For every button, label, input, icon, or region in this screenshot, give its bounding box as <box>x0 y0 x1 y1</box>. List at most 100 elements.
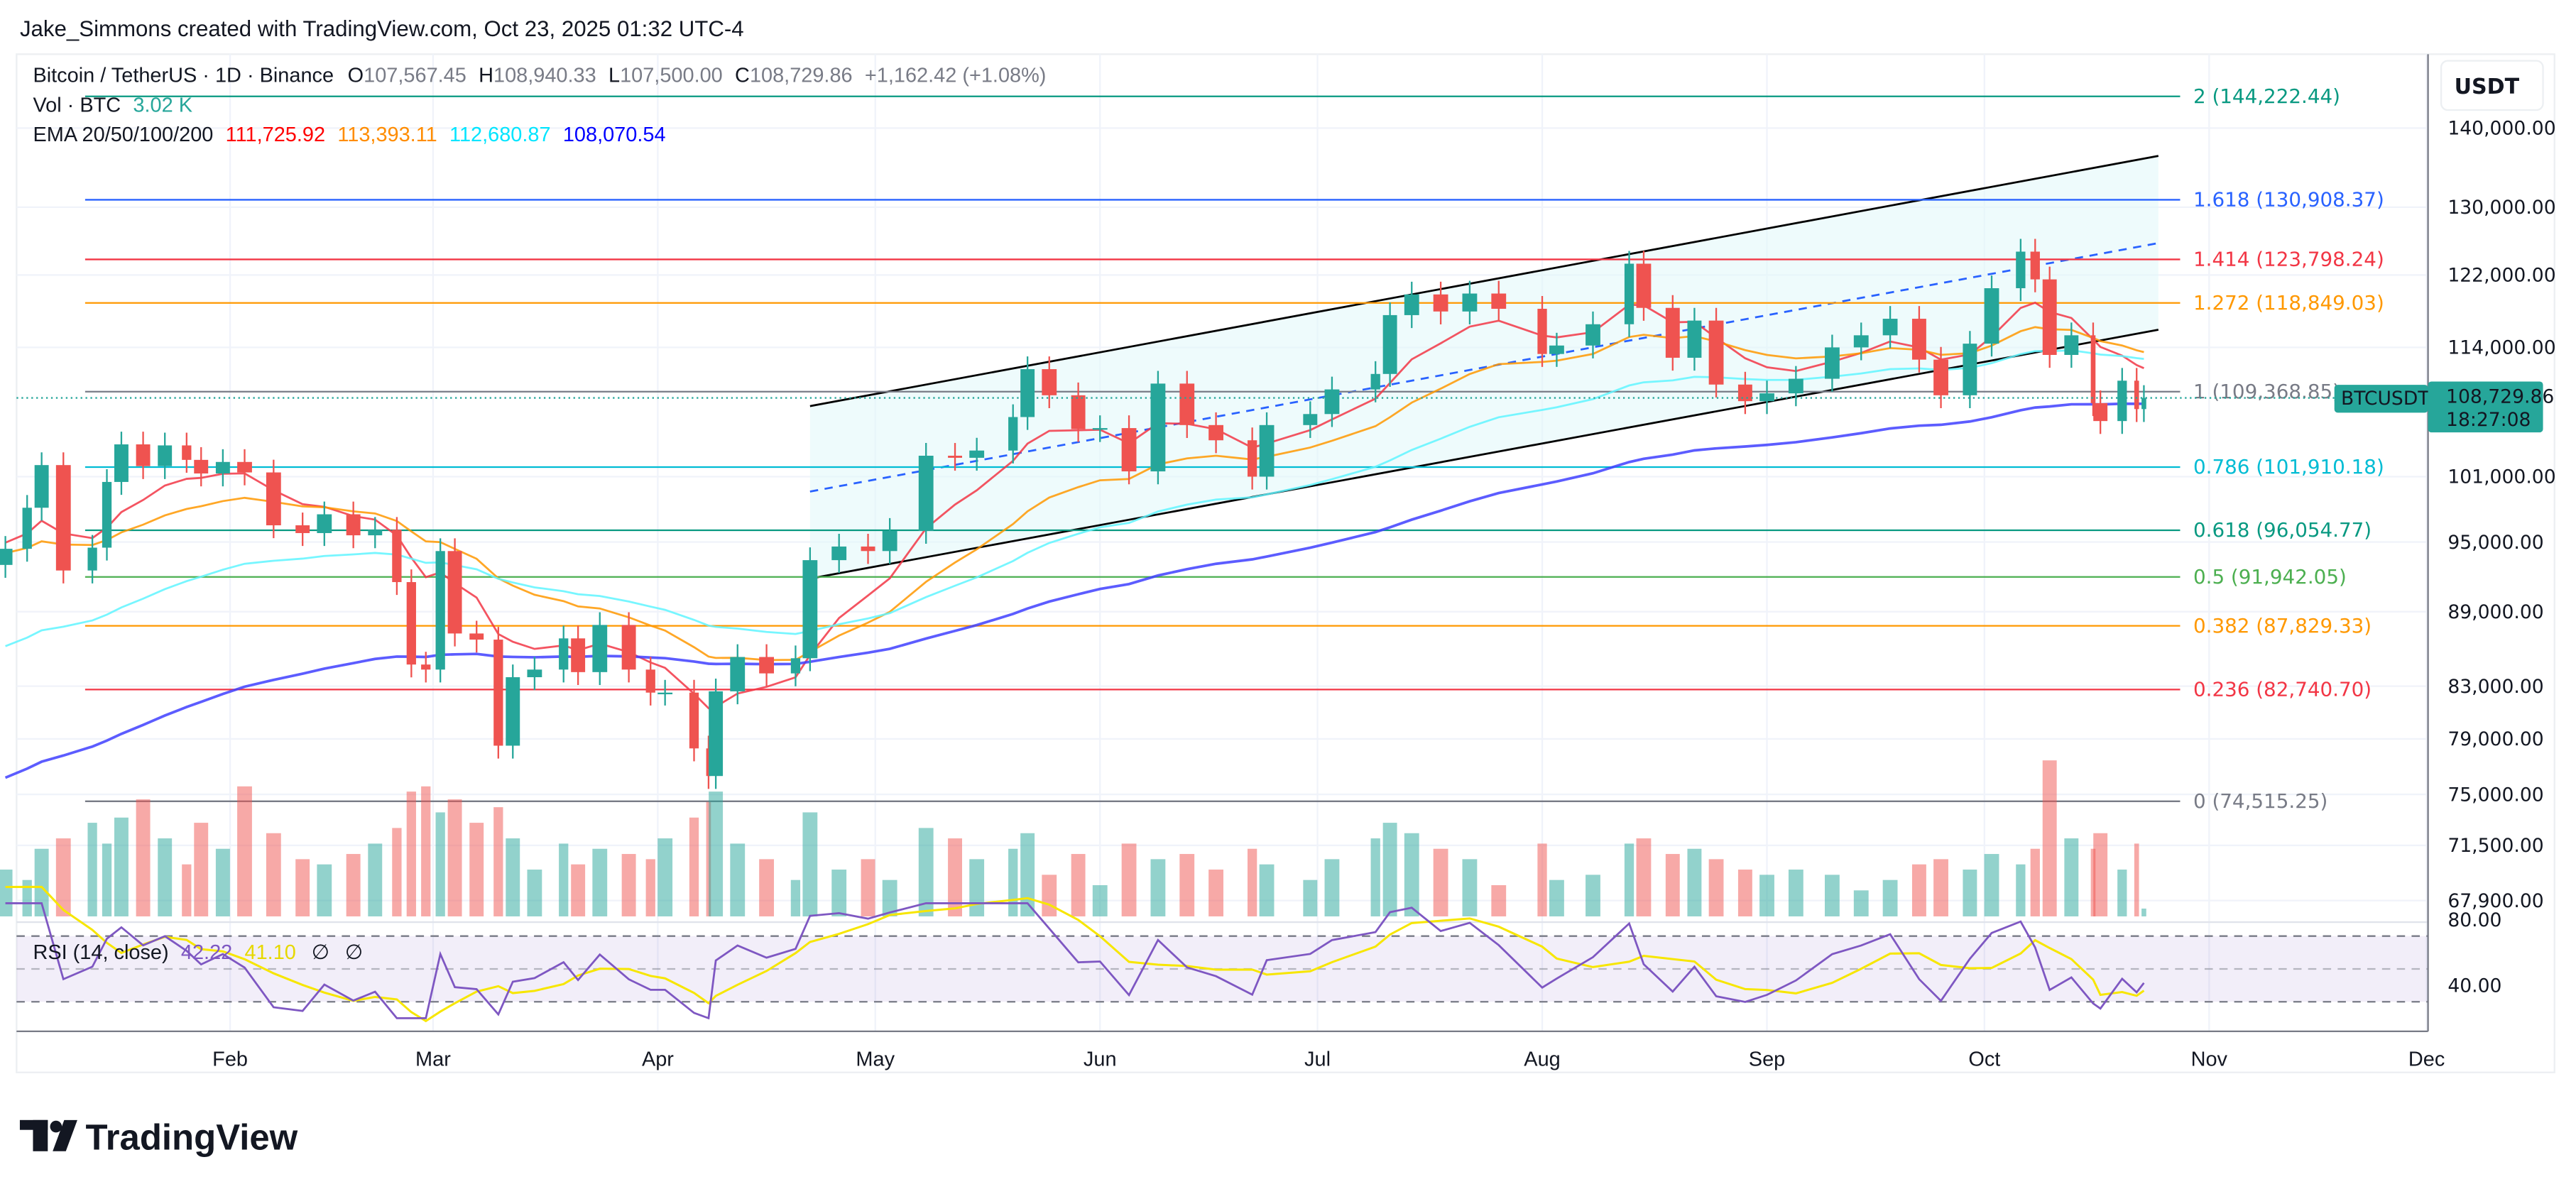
currency-button[interactable] <box>2440 60 2544 111</box>
volume-bar <box>1708 859 1724 916</box>
price-axis[interactable]: 140,000.00 130,000.00 122,000.00 114,000.00… <box>2447 118 2555 997</box>
fib-level-label: 0.382 (87,829.33) <box>2193 614 2372 637</box>
fib-level-label: 0.786 (101,910.18) <box>2193 455 2384 478</box>
volume-bar <box>1882 880 1898 916</box>
candle-body <box>1963 344 1977 395</box>
candle-body <box>2064 335 2079 355</box>
candle-body <box>1382 314 1397 374</box>
candle-body <box>1911 319 1926 360</box>
volume-bar <box>1537 843 1547 916</box>
candle-body <box>34 465 49 508</box>
candle-body <box>1208 424 1224 441</box>
candle-body <box>1537 308 1547 354</box>
volume-label: Vol · BTC <box>33 94 121 116</box>
high-value: 108,940.33 <box>493 65 596 87</box>
volume-bar <box>392 828 402 916</box>
volume-bar <box>1549 880 1564 916</box>
volume-bar <box>1433 848 1448 916</box>
volume-bar <box>1491 884 1507 916</box>
volume-bar <box>689 817 699 916</box>
candle-body <box>559 638 569 670</box>
fib-level-label: 2 (144,222.44) <box>2193 84 2340 108</box>
candle-body <box>802 560 818 659</box>
candle-body <box>1042 369 1057 395</box>
ema-legend[interactable]: EMA 20/50/100/200 111,725.92 113,393.11 … <box>33 124 665 146</box>
volume-bar <box>158 838 173 916</box>
symbol-title: Bitcoin / TetherUS · 1D · Binance <box>33 65 334 87</box>
price-tick-label: 122,000.00 <box>2447 265 2555 287</box>
fib-extension[interactable]: 2 (144,222.44) 1.618 (130,908.37) 1.414 (1… <box>84 84 2384 813</box>
candle-body <box>136 444 151 466</box>
volume-bar <box>2134 843 2139 916</box>
rsi-ma-value: 41.10 <box>245 941 296 964</box>
open-value: 107,567.45 <box>364 65 466 87</box>
time-tick-label: Apr <box>642 1048 674 1070</box>
symbol-legend[interactable]: Bitcoin / TetherUS · 1D · Binance O107,5… <box>33 65 1046 87</box>
candle-body <box>1121 428 1137 472</box>
volume-bar <box>2141 908 2146 916</box>
time-axis[interactable]: Feb Mar Apr May Jun Jul Aug Sep Oct Nov Dec <box>212 1048 2445 1070</box>
volume-bar <box>447 799 462 916</box>
candle-body <box>645 669 655 693</box>
last-price-badge: BTCUSDT 108,729.86 18:27:08 <box>2334 381 2554 433</box>
volume-bar <box>114 817 129 916</box>
pane-divider[interactable] <box>16 921 2428 924</box>
ema50-value: 113,393.11 <box>337 124 437 146</box>
volume-bar <box>22 880 32 916</box>
volume-bar <box>948 838 963 916</box>
volume-bar <box>645 859 655 916</box>
volume-bar <box>1248 848 1257 916</box>
candles <box>0 239 2146 789</box>
candle-body <box>493 640 503 746</box>
volume-bar <box>831 870 847 916</box>
candle-body <box>1825 347 1840 379</box>
volume-bar <box>55 838 71 916</box>
close-label: C <box>735 65 750 87</box>
fib-level-label: 0.5 (91,942.05) <box>2193 565 2347 588</box>
volume-bar <box>1370 838 1380 916</box>
volume-bar <box>1759 875 1774 916</box>
volume-bar <box>1825 875 1840 916</box>
volume-bar <box>1324 859 1340 916</box>
candle-body <box>861 546 875 552</box>
volume-bar <box>1303 880 1318 916</box>
time-tick-label: Jul <box>1304 1048 1331 1070</box>
tradingview-logo[interactable]: TradingView <box>19 1117 298 1157</box>
candle-body <box>621 625 636 670</box>
time-tick-label: Mar <box>415 1048 451 1070</box>
price-tick-label: 114,000.00 <box>2447 337 2555 359</box>
price-tick-label: 101,000.00 <box>2447 466 2555 488</box>
candle-body <box>1549 345 1564 354</box>
price-tick-label: 140,000.00 <box>2447 118 2555 140</box>
price-tick-label: 75,000.00 <box>2447 784 2543 806</box>
channel-mid-line <box>809 242 2159 493</box>
candle-body <box>730 657 746 691</box>
volume-bar <box>1121 843 1137 916</box>
time-tick-label: Jun <box>1084 1048 1117 1070</box>
volume-bar <box>759 859 775 916</box>
candle-body <box>1984 288 1999 344</box>
rsi-pane <box>5 885 2428 1023</box>
candle-body <box>2090 335 2096 403</box>
fib-level-label: 0 (74,515.25) <box>2193 789 2327 813</box>
volume-bar <box>709 791 724 916</box>
candle-body <box>1586 324 1600 346</box>
volume-bar <box>368 843 383 916</box>
price-tick-label: 83,000.00 <box>2447 676 2543 698</box>
volume-bar <box>1462 859 1478 916</box>
candle-body <box>1853 335 1869 348</box>
candle-body <box>1370 373 1380 390</box>
rsi-line <box>5 902 2145 1020</box>
ema200-value: 108,070.54 <box>563 124 666 146</box>
volume-legend[interactable]: Vol · BTC 3.02 K <box>33 94 192 116</box>
volume-bar <box>346 854 361 916</box>
volume-bar <box>1687 848 1702 916</box>
volume-bar <box>1259 864 1275 916</box>
volume-bar <box>1737 870 1752 916</box>
ema100-value: 112,680.87 <box>449 124 551 146</box>
candle-body <box>2134 380 2139 410</box>
rsi-legend[interactable]: RSI (14, close) 42.22 41.10 ∅ ∅ <box>33 941 363 964</box>
candle-body <box>392 530 402 583</box>
high-label: H <box>479 65 493 87</box>
